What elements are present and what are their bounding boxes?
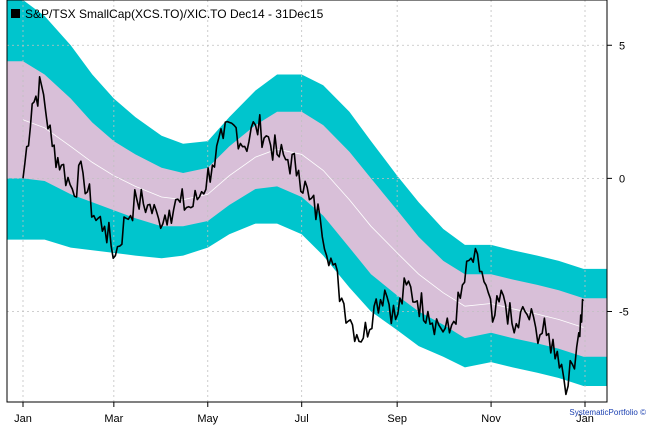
legend-marker — [11, 9, 20, 18]
inner-band-area — [7, 61, 607, 357]
grid-lines — [7, 0, 607, 402]
y-tick-label: -5 — [619, 306, 629, 318]
y-tick-label: 5 — [619, 40, 625, 52]
x-tick-label: Jan — [14, 413, 32, 425]
legend-label: S&P/TSX SmallCap(XCS.TO)/XIC.TO Dec14 - … — [25, 7, 324, 21]
x-tick-label: Jan — [576, 413, 594, 425]
x-axis: Jan Mar May Jul Sep Nov Jan — [14, 402, 594, 425]
series-line — [22, 76, 585, 396]
x-tick-label: Jul — [295, 413, 309, 425]
x-tick-label: Nov — [481, 413, 501, 425]
x-tick-label: Sep — [387, 413, 407, 425]
plot-frame — [6, 0, 608, 403]
y-axis: 5 0 -5 — [607, 40, 629, 318]
x-tick-label: May — [197, 413, 218, 425]
x-tick-label: Mar — [104, 413, 123, 425]
credit-text: SystematicPortfolio © — [569, 408, 646, 417]
y-tick-label: 0 — [619, 173, 625, 185]
legend: S&P/TSX SmallCap(XCS.TO)/XIC.TO Dec14 - … — [11, 7, 324, 21]
